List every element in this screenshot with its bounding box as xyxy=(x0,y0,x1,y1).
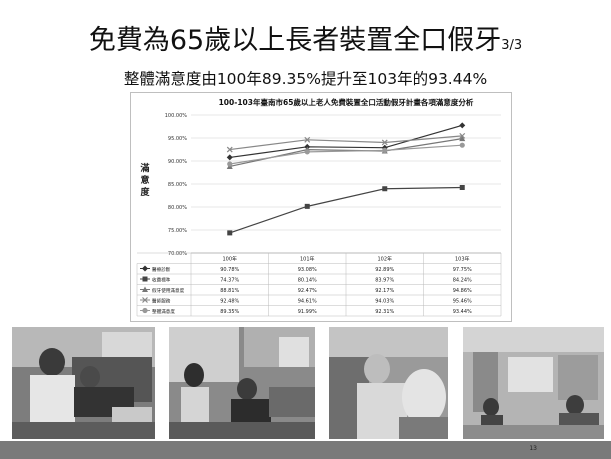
data-label: 84.24% xyxy=(453,278,472,284)
data-point xyxy=(459,184,465,190)
photo-strip xyxy=(0,327,611,439)
chart-title: 100-103年臺南市65歲以上老人免費裝置全口活動假牙計畫各項滿意度分析 xyxy=(219,97,474,107)
legend-marker xyxy=(142,286,148,292)
legend-label: 醫師服務 xyxy=(152,298,171,305)
legend-label: 整體滿意度 xyxy=(152,308,175,315)
data-label: 88.81% xyxy=(220,288,239,294)
data-label: 93.44% xyxy=(453,309,472,315)
slide-footer: 13 xyxy=(0,441,611,459)
legend-label: 醫療診斷 xyxy=(152,266,171,273)
x-tick-label: 103年 xyxy=(455,256,470,263)
data-label: 92.47% xyxy=(298,288,317,294)
series-line xyxy=(229,124,463,159)
y-axis-label-char: 意 xyxy=(140,174,149,186)
data-point xyxy=(459,122,466,129)
data-point xyxy=(304,149,310,155)
legend-label: 假牙使用滿意度 xyxy=(152,287,185,294)
series-line xyxy=(229,144,463,165)
legend-marker xyxy=(142,297,148,303)
x-tick-label: 101年 xyxy=(300,256,315,263)
page-number: 13 xyxy=(529,445,537,452)
data-label: 92.17% xyxy=(375,288,394,294)
y-axis-label-char: 滿 xyxy=(139,162,149,174)
data-label: 90.78% xyxy=(220,267,239,273)
legend-marker xyxy=(142,276,148,282)
photo-waiting-room xyxy=(463,327,604,439)
data-point xyxy=(304,203,310,209)
data-label: 94.03% xyxy=(375,299,394,305)
data-point xyxy=(381,139,388,146)
data-point xyxy=(459,135,466,142)
data-point xyxy=(304,136,311,143)
data-point xyxy=(227,161,233,167)
y-tick-label: 80.00% xyxy=(168,205,187,211)
slide-subtitle: 整體滿意度由100年89.35%提升至103年的93.44% xyxy=(123,70,488,88)
legend-label: 收費標準 xyxy=(152,277,171,284)
data-label: 91.99% xyxy=(298,309,317,315)
data-label: 92.89% xyxy=(375,267,394,273)
photo-clinic-staff xyxy=(169,327,315,439)
data-point xyxy=(382,186,388,192)
slide-title-main: 免費為65歲以上長者裝置全口假牙 xyxy=(88,25,502,56)
data-label: 94.86% xyxy=(453,288,472,294)
slide-title-sub: 3/3 xyxy=(501,38,523,53)
y-tick-label: 75.00% xyxy=(168,228,187,234)
data-point xyxy=(459,142,465,148)
y-tick-label: 90.00% xyxy=(168,159,187,165)
y-tick-label: 100.00% xyxy=(165,113,187,119)
x-tick-label: 102年 xyxy=(377,256,392,263)
data-point xyxy=(226,154,233,161)
y-axis-label-char: 度 xyxy=(140,186,150,198)
data-label: 92.31% xyxy=(375,309,394,315)
photo-elderly-patient xyxy=(329,327,448,439)
y-tick-label: 70.00% xyxy=(168,251,187,257)
data-label: 89.35% xyxy=(220,309,239,315)
series-line xyxy=(229,186,463,234)
data-label: 93.08% xyxy=(298,267,317,273)
y-tick-label: 85.00% xyxy=(168,182,187,188)
data-point xyxy=(226,146,233,153)
data-label: 95.46% xyxy=(453,299,472,305)
chart-canvas: 100-103年臺南市65歲以上老人免費裝置全口活動假牙計畫各項滿意度分析滿意度… xyxy=(136,97,502,317)
data-label: 83.97% xyxy=(375,278,394,284)
series-line xyxy=(229,135,463,151)
photo-dentist-treating xyxy=(12,327,155,439)
x-tick-label: 100年 xyxy=(222,256,237,263)
data-point xyxy=(382,147,388,153)
legend-marker xyxy=(142,265,148,272)
data-label: 97.75% xyxy=(453,267,472,273)
data-label: 80.14% xyxy=(298,278,317,284)
data-label: 74.37% xyxy=(220,278,239,284)
data-point xyxy=(227,230,233,236)
satisfaction-chart: 100-103年臺南市65歲以上老人免費裝置全口活動假牙計畫各項滿意度分析滿意度… xyxy=(130,92,512,322)
legend-marker xyxy=(142,307,148,314)
slide-title: 免費為65歲以上長者裝置全口假牙3/3 xyxy=(0,18,611,57)
data-label: 92.48% xyxy=(220,299,239,305)
data-point xyxy=(459,132,466,139)
y-tick-label: 95.00% xyxy=(168,136,187,142)
data-label: 94.61% xyxy=(298,299,317,305)
